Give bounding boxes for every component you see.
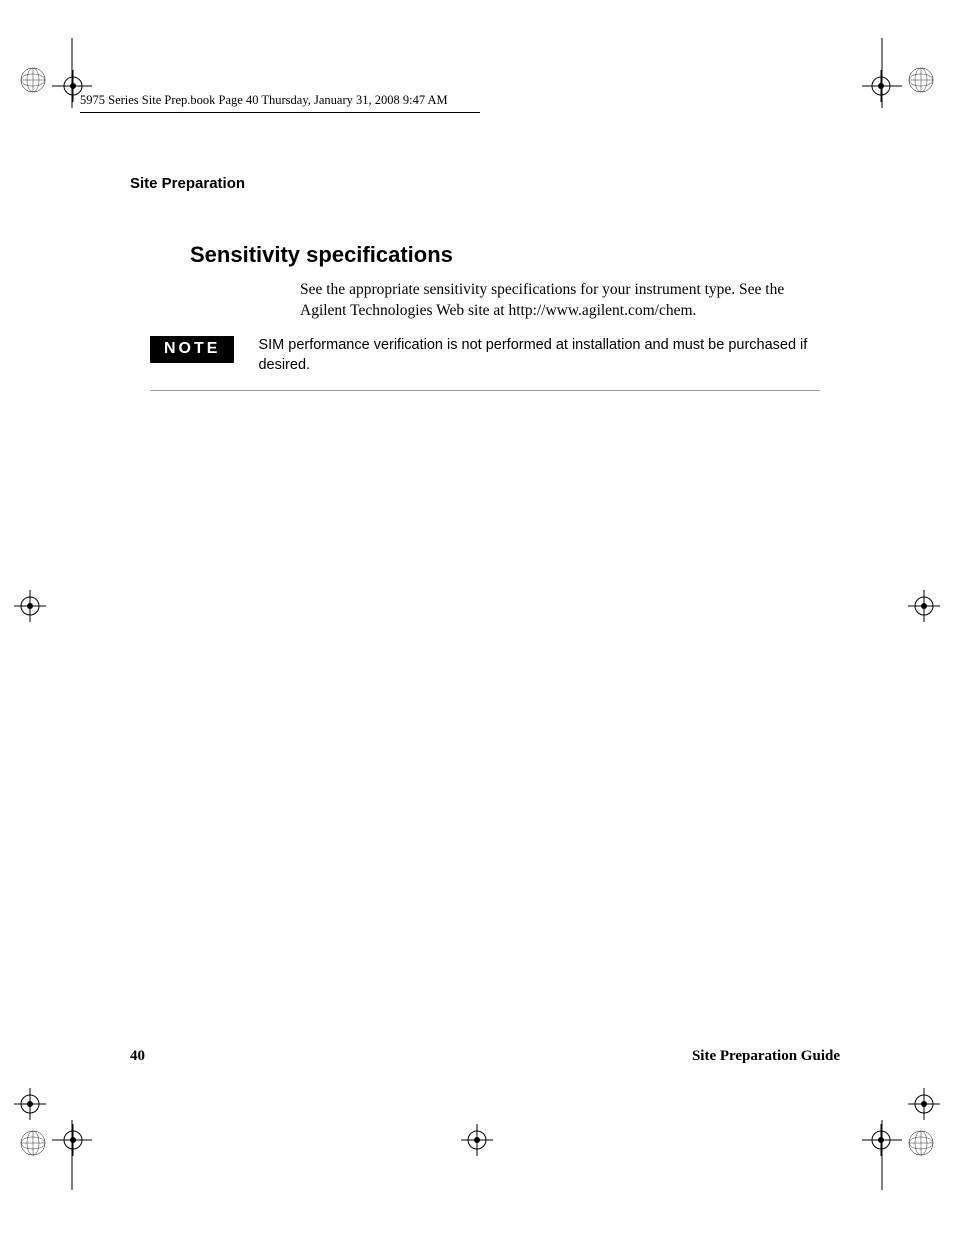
print-register-icon <box>908 590 940 622</box>
print-mark-globe-icon <box>908 67 934 93</box>
print-mark-globe-icon <box>20 67 46 93</box>
print-register-icon <box>908 1088 940 1120</box>
print-mark-globe-icon <box>20 1130 46 1156</box>
note-bottom-rule <box>150 390 820 391</box>
print-register-icon <box>865 70 897 102</box>
running-head: Site Preparation <box>130 175 245 192</box>
print-register-icon <box>14 1088 46 1120</box>
body-paragraph: See the appropriate sensitivity specific… <box>300 280 820 322</box>
print-mark-globe-icon <box>908 1130 934 1156</box>
print-register-icon <box>57 1124 89 1156</box>
header-rule <box>80 112 480 113</box>
print-register-icon <box>14 590 46 622</box>
print-register-icon <box>461 1124 493 1156</box>
guide-title: Site Preparation Guide <box>692 1048 840 1065</box>
book-header-line: 5975 Series Site Prep.book Page 40 Thurs… <box>80 93 448 108</box>
section-title: Sensitivity specifications <box>190 242 453 268</box>
note-text: SIM performance verification is not perf… <box>258 336 820 375</box>
page-number: 40 <box>130 1048 145 1065</box>
print-register-icon <box>865 1124 897 1156</box>
note-badge: NOTE <box>150 336 234 363</box>
page-footer: 40 Site Preparation Guide <box>130 1048 840 1065</box>
note-block: NOTE SIM performance verification is not… <box>150 336 820 375</box>
